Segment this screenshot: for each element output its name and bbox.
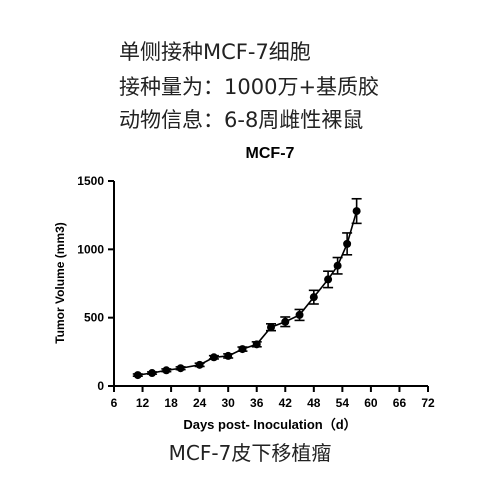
chart-title: MCF-7	[246, 145, 295, 162]
y-tick-label: 0	[97, 379, 104, 393]
y-axis-label: Tumor Volume (mm3)	[53, 222, 67, 344]
data-point	[267, 323, 275, 332]
x-tick-label: 42	[279, 396, 293, 410]
x-tick-label: 36	[250, 396, 264, 410]
axes: 0 500 1000 1500 6 12 18 24 30 36 42 48 54 60 66 72	[77, 174, 435, 410]
info-line-animal-info: 动物信息：6-8周雌性裸鼠	[119, 108, 364, 132]
data-point	[309, 293, 318, 302]
y-tick-label: 1000	[77, 242, 104, 256]
data-point	[238, 345, 247, 354]
x-tick-label: 12	[136, 396, 150, 410]
y-tick-label: 500	[84, 311, 104, 325]
x-tick-label: 30	[222, 396, 236, 410]
info-line-cell-line: 单侧接种MCF-7细胞	[119, 40, 311, 64]
x-tick-label: 18	[164, 396, 178, 410]
data-point	[343, 239, 352, 248]
x-tick-label: 66	[393, 396, 407, 410]
data-point	[281, 317, 290, 326]
data-point	[133, 371, 142, 380]
data-point	[295, 310, 304, 319]
data-point	[352, 207, 361, 216]
figure-caption: MCF-7皮下移植瘤	[168, 441, 332, 465]
data-point	[148, 369, 157, 378]
data-marks	[132, 197, 362, 380]
data-point	[176, 364, 185, 373]
x-tick-label: 24	[193, 396, 207, 410]
data-point	[252, 340, 261, 349]
x-tick-label: 60	[364, 396, 378, 410]
x-tick-label: 72	[421, 396, 435, 410]
data-point	[195, 360, 204, 369]
y-tick-label: 1500	[77, 174, 104, 188]
x-tick-label: 54	[336, 396, 350, 410]
info-line-inoculation-amount: 接种量为：1000万+基质胶	[119, 75, 380, 99]
data-point	[209, 353, 218, 362]
x-tick-label: 6	[111, 396, 118, 410]
x-axis-label: Days post- Inoculation（d）	[183, 417, 356, 432]
data-point	[333, 261, 342, 270]
data-point	[224, 351, 233, 360]
x-tick-label: 48	[307, 396, 321, 410]
data-point	[324, 275, 333, 284]
data-point	[162, 366, 171, 375]
